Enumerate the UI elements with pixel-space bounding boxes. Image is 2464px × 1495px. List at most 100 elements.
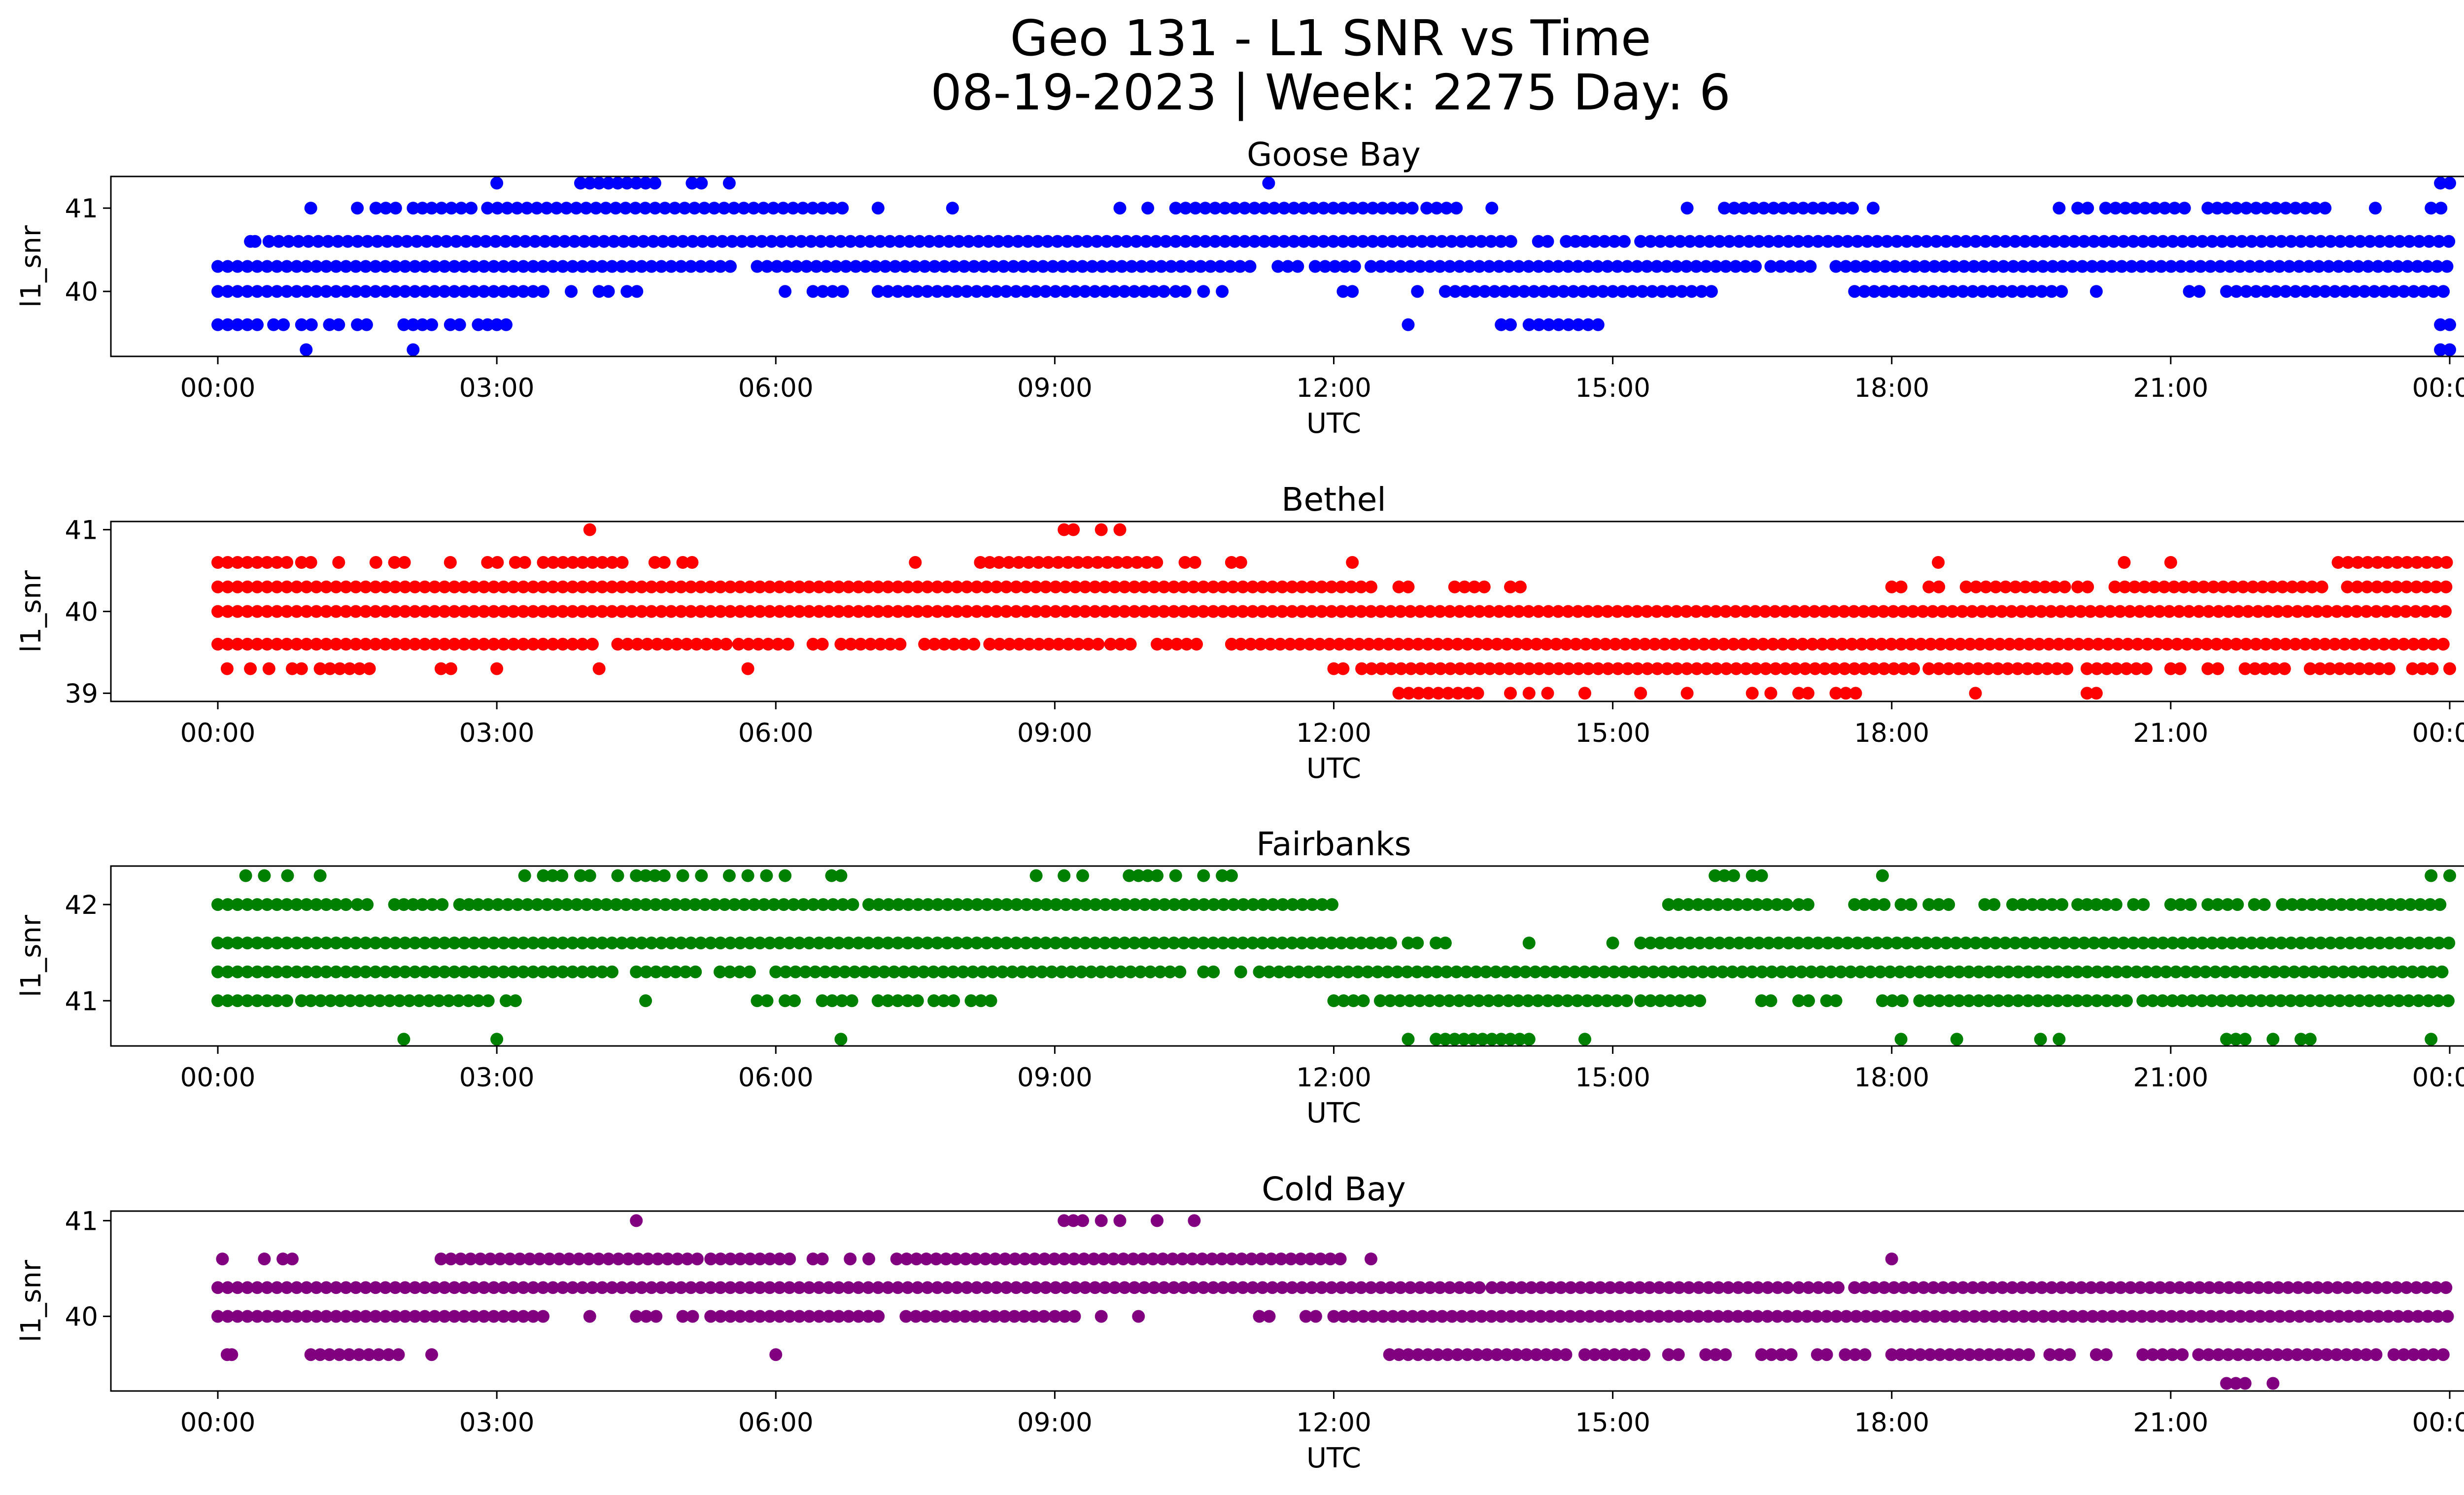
data-point (1999, 937, 2012, 950)
data-point (1346, 235, 1360, 248)
data-point (1197, 869, 1210, 882)
data-point (2276, 898, 2289, 911)
data-point (1058, 523, 1071, 536)
data-point (2371, 260, 2385, 273)
data-point (1386, 1310, 1400, 1323)
data-point (1440, 202, 1453, 215)
data-point (748, 898, 761, 911)
data-point (2235, 994, 2248, 1008)
data-point (2019, 235, 2032, 248)
data-point (658, 202, 672, 215)
data-point (1244, 637, 1257, 651)
data-point (1355, 1281, 1368, 1294)
y-tick-label: 41 (65, 986, 98, 1016)
data-point (645, 260, 658, 273)
data-point (793, 937, 806, 950)
data-point (2317, 965, 2330, 978)
data-point (911, 605, 924, 618)
data-point (1258, 202, 1271, 215)
data-point (1745, 965, 1759, 978)
data-point (710, 637, 723, 651)
data-point (744, 1310, 757, 1323)
data-point (898, 260, 912, 273)
x-tick-label: 09:00 (1017, 373, 1093, 403)
data-point (813, 1281, 825, 1294)
data-point (1552, 662, 1566, 675)
data-point (280, 580, 293, 593)
data-point (635, 260, 648, 273)
data-point (280, 637, 293, 651)
data-point (970, 580, 983, 593)
data-point (2048, 235, 2061, 248)
data-point (349, 637, 362, 651)
data-point (2381, 260, 2395, 273)
data-point (1844, 965, 1857, 978)
data-point (211, 318, 224, 331)
data-point (2233, 260, 2247, 273)
data-point (2422, 994, 2435, 1008)
data-point (1592, 662, 1605, 675)
data-point (1772, 937, 1785, 950)
data-point (2096, 1310, 2109, 1323)
data-point (2047, 1310, 2060, 1323)
data-point (1089, 898, 1102, 911)
data-point (1677, 965, 1690, 978)
data-point (517, 937, 530, 950)
data-point (1682, 1310, 1695, 1323)
data-point (1105, 260, 1119, 273)
data-point (399, 1310, 411, 1323)
data-point (732, 637, 745, 651)
data-point (556, 965, 569, 978)
data-point (2238, 965, 2252, 978)
data-point (891, 937, 904, 950)
data-point (517, 605, 530, 618)
data-point (1100, 235, 1113, 248)
data-point (606, 260, 618, 273)
data-point (967, 260, 981, 273)
data-point (231, 318, 244, 331)
data-point (983, 637, 996, 651)
data-point (1668, 637, 1681, 651)
data-point (817, 898, 830, 911)
data-point (902, 898, 915, 911)
data-point (458, 965, 471, 978)
data-point (679, 965, 692, 978)
data-point (1808, 605, 1821, 618)
data-point (1818, 605, 1831, 618)
data-point (1039, 285, 1052, 298)
data-point (416, 202, 429, 215)
data-point (343, 994, 357, 1008)
data-point (1733, 235, 1746, 248)
data-point (2124, 1281, 2137, 1294)
data-point (1028, 1252, 1041, 1266)
data-point (438, 637, 451, 651)
data-point (1184, 260, 1198, 273)
data-point (2269, 285, 2283, 298)
data-point (978, 1310, 992, 1323)
data-point (1739, 605, 1752, 618)
data-point (1098, 937, 1111, 950)
data-point (1532, 235, 1545, 248)
data-point (600, 898, 613, 911)
data-point (789, 965, 802, 978)
data-point (2410, 580, 2423, 593)
data-point (2419, 605, 2432, 618)
data-point (1420, 965, 1434, 978)
data-point (1792, 687, 1805, 700)
data-point (2283, 1310, 2296, 1323)
data-point (1443, 605, 1456, 618)
data-point (763, 1252, 777, 1266)
data-point (1038, 1252, 1051, 1266)
data-point (2012, 994, 2025, 1008)
data-point (566, 937, 579, 950)
data-point (1814, 965, 1828, 978)
data-point (2156, 994, 2169, 1008)
data-point (2222, 1348, 2235, 1361)
data-point (610, 898, 623, 911)
data-point (1198, 898, 1210, 911)
data-point (1327, 662, 1340, 675)
data-point (684, 937, 697, 950)
data-point (1540, 1348, 1553, 1361)
data-point (1217, 1281, 1230, 1294)
